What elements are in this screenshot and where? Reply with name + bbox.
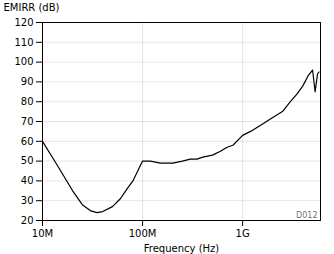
svg-text:100M: 100M xyxy=(129,228,157,239)
svg-text:90: 90 xyxy=(21,76,34,87)
svg-text:110: 110 xyxy=(14,37,33,48)
svg-text:40: 40 xyxy=(21,175,34,186)
svg-text:10M: 10M xyxy=(32,228,53,239)
svg-text:120: 120 xyxy=(14,17,33,28)
svg-text:100: 100 xyxy=(14,56,33,67)
svg-text:Frequency (Hz): Frequency (Hz) xyxy=(144,243,220,254)
svg-text:60: 60 xyxy=(21,136,34,147)
svg-text:20: 20 xyxy=(21,215,34,226)
svg-text:D012: D012 xyxy=(296,211,317,220)
svg-text:EMIRR (dB): EMIRR (dB) xyxy=(4,2,60,13)
svg-text:50: 50 xyxy=(21,155,34,166)
svg-text:1G: 1G xyxy=(236,228,250,239)
svg-text:30: 30 xyxy=(21,195,34,206)
svg-text:80: 80 xyxy=(21,96,34,107)
svg-text:70: 70 xyxy=(21,116,34,127)
